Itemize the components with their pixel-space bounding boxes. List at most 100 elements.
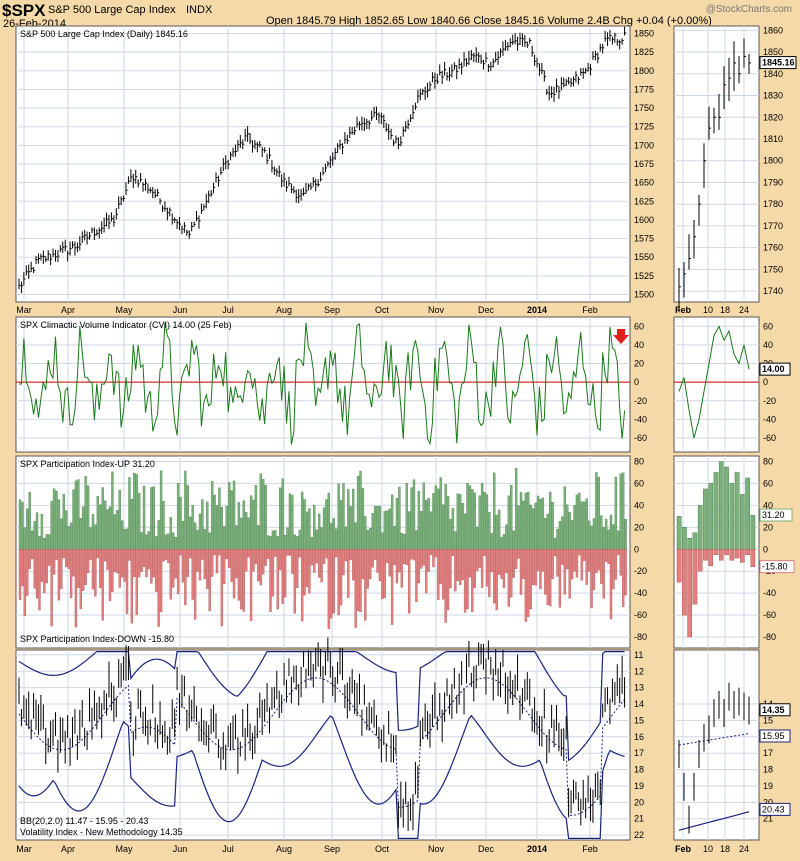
participation-up-bar — [276, 536, 279, 550]
y-tick-label: 40 — [763, 340, 773, 350]
participation-up-bar — [264, 484, 267, 550]
participation-down-bar — [541, 549, 545, 572]
participation-up-bar — [281, 478, 284, 550]
y-tick-label: 1525 — [634, 271, 654, 281]
participation-down-bar — [193, 549, 197, 620]
participation-down-bar — [383, 549, 386, 598]
participation-zoom-down-bar — [713, 549, 719, 555]
participation-up-bar — [196, 529, 199, 550]
participation-up-bar — [393, 525, 396, 550]
participation-down-bar — [488, 549, 491, 597]
participation-up-bar — [383, 511, 386, 550]
y-tick-label: -20 — [634, 566, 647, 576]
participation-up-bar — [210, 481, 214, 550]
y-tick-label: 40 — [634, 500, 644, 510]
participation-down-bar — [269, 549, 272, 612]
participation-down-bar — [240, 549, 243, 610]
y-tick-label: 11 — [634, 650, 643, 660]
x-tick-label: Oct — [375, 844, 390, 854]
participation-down-bar — [196, 549, 199, 572]
participation-up-bar — [145, 534, 148, 550]
y-tick-label: 1850 — [763, 47, 783, 57]
participation-down-bar — [398, 549, 401, 573]
participation-down-bar — [580, 549, 583, 581]
participation-up-bar — [451, 508, 455, 550]
participation-up-bar — [33, 521, 36, 550]
participation-up-bar — [50, 501, 53, 550]
participation-down-bar — [300, 549, 304, 622]
participation-up-bar — [483, 491, 486, 550]
last-value-box — [759, 56, 797, 70]
y-tick-label: 1775 — [634, 84, 654, 94]
y-tick-label: 1800 — [634, 66, 654, 76]
last-value-box — [759, 802, 791, 816]
participation-up-bar — [400, 532, 404, 550]
participation-up-bar — [395, 498, 399, 550]
participation-up-bar — [335, 528, 338, 550]
participation-down-bar — [67, 549, 70, 569]
y-tick-label: 0 — [763, 377, 768, 387]
participation-down-title: SPX Participation Index-DOWN -15.80 — [20, 634, 174, 644]
participation-down-bar — [271, 549, 275, 597]
y-tick-label: 13 — [634, 683, 644, 693]
participation-down-bar — [352, 549, 355, 581]
y-tick-label: 18 — [763, 765, 773, 775]
x-tick-label: Feb — [582, 305, 598, 315]
participation-up-bar — [434, 485, 438, 550]
y-tick-label: 19 — [634, 781, 644, 791]
participation-down-bar — [327, 549, 331, 629]
participation-zoom-down-bar — [729, 549, 735, 561]
participation-up-bar — [237, 502, 241, 550]
participation-up-bar — [21, 501, 24, 550]
participation-down-bar — [252, 549, 255, 572]
x-tick-label: Nov — [428, 305, 445, 315]
participation-down-bar — [147, 549, 151, 570]
x-tick-label: Aug — [276, 305, 292, 315]
participation-down-bar — [617, 549, 620, 556]
participation-down-bar — [339, 549, 343, 606]
participation-up-bar — [26, 508, 29, 550]
participation-up-bar — [456, 493, 459, 550]
participation-down-bar — [493, 549, 496, 604]
participation-down-bar — [354, 549, 357, 628]
participation-zoom-down-bar — [687, 549, 692, 638]
participation-up-bar — [223, 526, 226, 550]
participation-up-bar — [373, 506, 377, 550]
participation-up-bar — [303, 499, 306, 550]
participation-down-bar — [237, 549, 241, 601]
participation-zoom-up-bar — [676, 516, 682, 550]
participation-down-bar — [179, 549, 182, 556]
participation-down-bar — [135, 549, 138, 615]
participation-down-bar — [293, 549, 296, 614]
participation-down-bar — [536, 549, 540, 571]
y-tick-label: 1840 — [763, 69, 783, 79]
x-tick-label: Jun — [173, 305, 188, 315]
participation-down-bar — [532, 549, 535, 586]
y-tick-label: 60 — [763, 478, 773, 488]
last-down-label: -15.80 — [762, 562, 788, 572]
participation-down-bar — [366, 549, 369, 589]
participation-down-bar — [77, 549, 80, 588]
y-tick-label: 60 — [763, 321, 773, 331]
participation-down-bar — [463, 549, 467, 613]
participation-up-bar — [330, 523, 333, 550]
participation-zoom-down-bar — [708, 549, 714, 566]
participation-down-bar — [203, 549, 207, 579]
participation-up-bar — [471, 489, 474, 550]
y-tick-label: -20 — [763, 396, 776, 406]
participation-up-bar — [55, 490, 58, 550]
participation-down-bar — [388, 549, 391, 577]
participation-up-bar — [568, 511, 571, 550]
participation-up-bar — [279, 487, 282, 550]
participation-down-bar — [578, 549, 581, 556]
participation-up-bar — [327, 492, 331, 550]
x-tick-label: Nov — [428, 844, 445, 854]
participation-up-bar — [427, 497, 430, 550]
y-tick-label: 1550 — [634, 252, 654, 262]
participation-down-bar — [590, 549, 593, 609]
x-tick-label: Feb — [675, 844, 692, 854]
participation-down-bar — [72, 549, 75, 577]
participation-up-bar — [488, 512, 491, 550]
participation-up-bar — [157, 520, 160, 550]
participation-down-bar — [595, 549, 598, 574]
